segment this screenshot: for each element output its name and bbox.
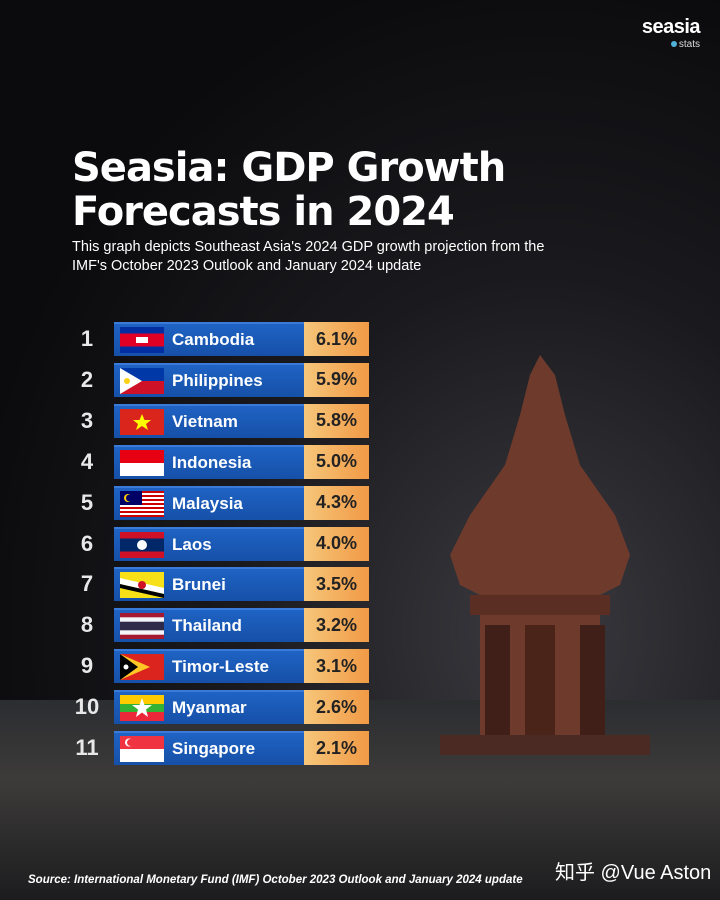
rank-number: 11 [75, 735, 99, 760]
rank-number: 9 [80, 653, 94, 679]
country-bar: Myanmar [114, 690, 304, 725]
country-name: Singapore [172, 739, 256, 758]
rank-number: 7 [80, 571, 94, 597]
growth-value: 6.1% [304, 322, 369, 356]
growth-value: 3.5% [304, 567, 369, 602]
country-bar: Timor-Leste [114, 649, 304, 684]
cambodia-flag-icon [120, 327, 164, 353]
growth-value: 5.8% [304, 403, 369, 438]
brunei-flag-icon [120, 572, 164, 599]
country-bar: Cambodia [114, 322, 304, 356]
country-bar: Singapore [114, 731, 304, 765]
growth-value: 2.6% [304, 690, 369, 725]
rank-number: 1 [80, 326, 94, 351]
table-row: 7 Brunei 3.5% [60, 567, 380, 602]
growth-value: 5.9% [304, 362, 369, 397]
rank-number: 6 [80, 530, 94, 556]
growth-value: 2.1% [304, 731, 369, 765]
growth-value: 5.0% [304, 444, 369, 479]
source-note: Source: International Monetary Fund (IMF… [28, 874, 523, 886]
table-row: 10 Myanmar 2.6% [60, 690, 380, 725]
rank-number: 10 [74, 694, 100, 720]
indonesia-flag-icon [120, 449, 164, 476]
country-name: Laos [172, 534, 212, 554]
table-row: 5 Malaysia 4.3% [60, 485, 380, 520]
malaysia-flag-icon [120, 490, 164, 517]
country-name: Myanmar [172, 698, 247, 718]
brand-name: seasia [641, 16, 701, 38]
country-name: Philippines [172, 370, 263, 390]
table-row: 8 Thailand 3.2% [60, 608, 380, 643]
philippines-flag-icon [120, 367, 164, 394]
rank-number: 2 [80, 366, 94, 392]
table-row: 9 Timor-Leste 3.1% [60, 649, 380, 684]
table-row: 6 Laos 4.0% [60, 526, 380, 561]
country-name: Thailand [172, 616, 242, 636]
watermark: 知乎 @Vue Aston [555, 862, 712, 884]
page-title: Seasia: GDP Growth Forecasts in 2024 [72, 145, 506, 235]
seasia-stats-logo: seasia stats [641, 16, 701, 50]
table-row: 2 Philippines 5.9% [60, 362, 380, 397]
country-bar: Brunei [114, 567, 304, 602]
growth-value: 3.1% [304, 649, 369, 684]
dot-icon [670, 41, 677, 47]
country-name: Vietnam [172, 411, 238, 431]
thailand-flag-icon [120, 613, 164, 640]
rank-number: 3 [80, 407, 94, 433]
table-row: 1 Cambodia 6.1% [60, 322, 380, 356]
vietnam-flag-icon [120, 408, 164, 435]
rank-number: 5 [80, 489, 94, 515]
country-name: Malaysia [172, 493, 243, 513]
independence-monument-image [440, 355, 650, 755]
table-row: 3 Vietnam 5.8% [60, 403, 380, 438]
myanmar-flag-icon [120, 695, 164, 722]
country-bar: Indonesia [114, 444, 304, 479]
rank-number: 8 [80, 612, 94, 638]
country-name: Cambodia [172, 330, 255, 349]
country-name: Indonesia [172, 452, 252, 472]
table-row: 4 Indonesia 5.0% [60, 444, 380, 479]
country-bar: Philippines [114, 362, 304, 397]
rank-number: 4 [80, 448, 94, 474]
laos-flag-icon [120, 531, 164, 558]
country-bar: Laos [114, 526, 304, 561]
country-name: Timor-Leste [172, 657, 269, 677]
table-row: 11 Singapore 2.1% [60, 731, 380, 765]
country-name: Brunei [172, 575, 226, 595]
country-bar: Thailand [114, 608, 304, 643]
subtitle: This graph depicts Southeast Asia's 2024… [72, 239, 545, 274]
country-bar: Vietnam [114, 403, 304, 438]
timor-leste-flag-icon [120, 654, 164, 681]
brand-tag: stats [678, 39, 700, 50]
growth-value: 4.0% [304, 526, 369, 561]
singapore-flag-icon [120, 736, 164, 762]
growth-value: 4.3% [304, 485, 369, 520]
growth-value: 3.2% [304, 608, 369, 643]
country-bar: Malaysia [114, 485, 304, 520]
